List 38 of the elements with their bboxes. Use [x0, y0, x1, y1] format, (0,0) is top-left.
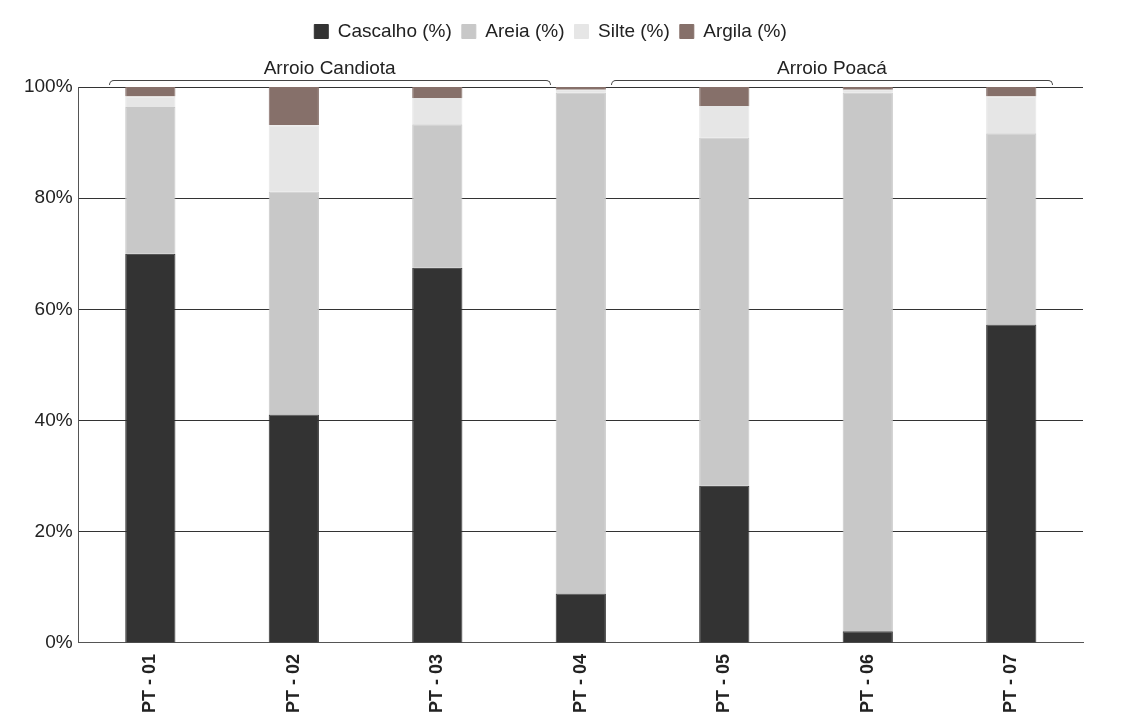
bar: [555, 593, 606, 643]
x-tick-label: PT - 02: [282, 653, 303, 714]
legend-label: Silte (%): [598, 19, 670, 41]
x-tick-label: PT - 03: [426, 653, 447, 714]
legend-label: Areia (%): [485, 19, 565, 41]
bar: [699, 87, 750, 106]
y-tick-label: 20%: [34, 520, 73, 542]
text: Arroio Poacá: [775, 57, 888, 79]
text: Arroio Candiota: [262, 57, 397, 79]
bar: [412, 98, 463, 125]
legend-label: Argila (%): [703, 19, 787, 41]
bar: [268, 87, 319, 126]
bar: [125, 87, 176, 97]
bar: [842, 92, 893, 632]
x-tick-label: PT - 07: [1000, 653, 1021, 714]
bar: [412, 124, 463, 268]
bar: [268, 191, 319, 415]
x-tick-label: PT - 04: [569, 653, 590, 714]
bar: [125, 96, 176, 108]
y-tick-label: 100%: [23, 75, 73, 97]
bar: [699, 137, 750, 486]
bar: [699, 105, 750, 138]
bar: [842, 631, 893, 643]
bar: [412, 87, 463, 99]
y-tick-label: 40%: [34, 408, 73, 430]
bar: [986, 87, 1037, 97]
x-tick-label: PT - 01: [139, 653, 160, 714]
bar: [125, 107, 176, 254]
y-tick-label: 0%: [45, 631, 73, 653]
x-tick-label: PT - 06: [856, 653, 877, 714]
bar: [555, 92, 606, 594]
bar: [986, 96, 1037, 134]
bar: [268, 125, 319, 192]
legend-label: Cascalho (%): [337, 19, 452, 41]
bar: [986, 133, 1037, 325]
y-tick-label: 60%: [34, 297, 73, 319]
y-tick-label: 80%: [34, 186, 73, 208]
x-tick-label: PT - 05: [713, 653, 734, 714]
